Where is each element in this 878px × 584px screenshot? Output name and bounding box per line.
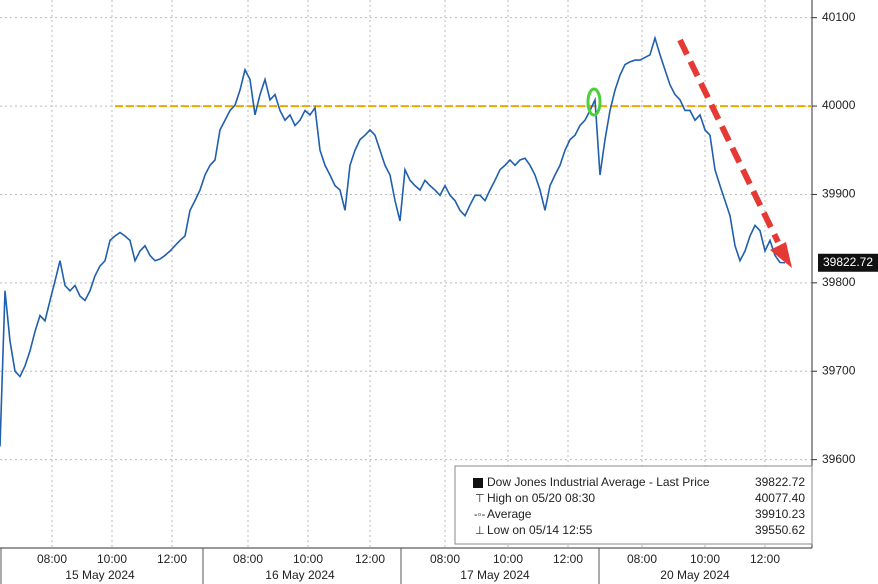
legend-icon: ⊤	[475, 493, 485, 505]
date-label: 15 May 2024	[65, 568, 135, 582]
legend-value: 39550.62	[755, 523, 805, 537]
x-tick-label: 10:00	[493, 552, 523, 566]
date-label: 20 May 2024	[660, 568, 730, 582]
date-label: 16 May 2024	[265, 568, 335, 582]
trend-arrow	[677, 38, 781, 244]
x-tick-label: 08:00	[233, 552, 263, 566]
y-tick-label: 39800	[822, 275, 856, 289]
legend-value: 39910.23	[755, 507, 805, 521]
x-tick-label: 08:00	[37, 552, 67, 566]
legend-icon	[473, 478, 483, 488]
date-label: 17 May 2024	[460, 568, 530, 582]
y-tick-label: 39900	[822, 187, 856, 201]
x-tick-label: 10:00	[293, 552, 323, 566]
x-tick-label: 12:00	[553, 552, 583, 566]
x-tick-label: 08:00	[430, 552, 460, 566]
x-tick-label: 10:00	[97, 552, 127, 566]
legend-icon: ⊥	[475, 525, 485, 537]
price-line	[0, 35, 786, 447]
legend-value: 40077.40	[755, 491, 805, 505]
y-tick-label: 39700	[822, 363, 856, 377]
legend-icon: -◦-	[474, 509, 486, 521]
x-tick-label: 12:00	[157, 552, 187, 566]
y-tick-label: 40000	[822, 98, 856, 112]
legend: ⊤ -◦- ⊥ Dow Jones Industrial Average - L…	[454, 465, 813, 545]
x-tick-label: 10:00	[690, 552, 720, 566]
legend-label: Average	[487, 507, 532, 521]
highlight-ellipse	[586, 87, 602, 117]
trend-arrowhead	[770, 242, 792, 268]
last-price-box	[818, 253, 878, 272]
x-tick-label: 08:00	[627, 552, 657, 566]
y-tick-label: 40100	[822, 10, 856, 24]
x-tick-label: 12:00	[750, 552, 780, 566]
legend-value: 39822.72	[755, 475, 805, 489]
legend-label: High on 05/20 08:30	[487, 491, 595, 505]
legend-box	[454, 465, 813, 545]
legend-label: Dow Jones Industrial Average - Last Pric…	[487, 475, 710, 489]
legend-label: Low on 05/14 12:55	[487, 523, 593, 537]
last-price-label: 39822.72	[823, 255, 873, 269]
y-tick-label: 39600	[822, 452, 856, 466]
x-tick-label: 12:00	[355, 552, 385, 566]
